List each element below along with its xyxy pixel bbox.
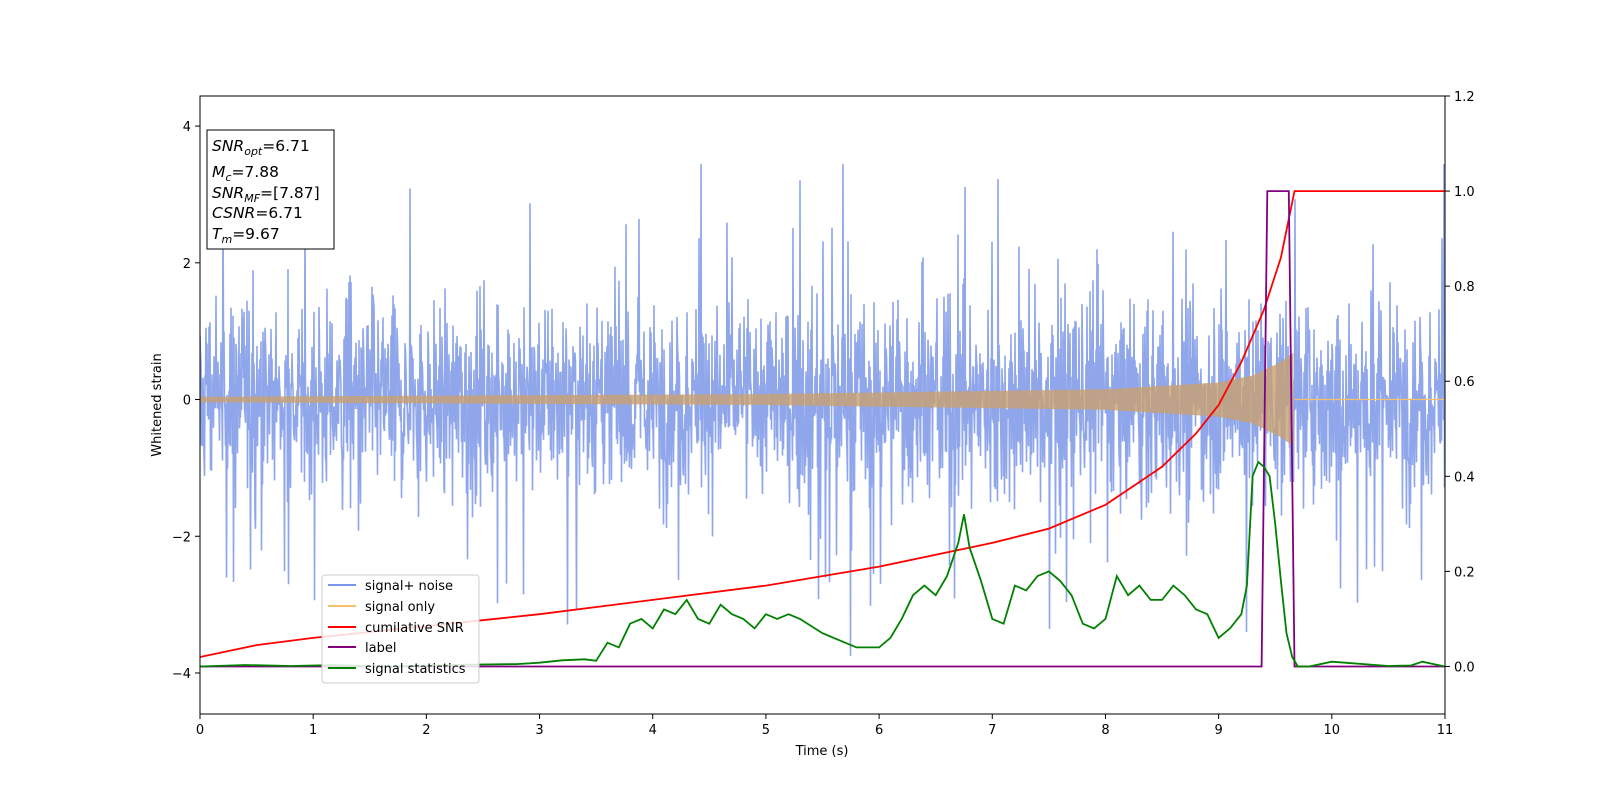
x-tick-label: 8 bbox=[1101, 723, 1109, 738]
x-tick-label: 0 bbox=[196, 723, 204, 738]
series-area-signal-only bbox=[200, 352, 1294, 447]
y-right-tick-label: 0.6 bbox=[1454, 375, 1475, 390]
y-right-tick-label: 0.2 bbox=[1454, 565, 1475, 580]
y-axis-left: −4 −2 0 2 4 bbox=[172, 120, 200, 682]
annotation-tm: Tm=9.67 bbox=[212, 225, 280, 246]
x-tick-label: 6 bbox=[875, 723, 883, 738]
annotation-snr-mf: SNRMF=[7.87] bbox=[212, 184, 320, 205]
series-line-label bbox=[200, 190, 1445, 668]
legend: signal+ noise signal only cumilative SNR… bbox=[321, 574, 480, 684]
x-tick-label: 4 bbox=[649, 723, 657, 738]
x-tick-label: 2 bbox=[422, 723, 430, 738]
y-axis-right: 0.0 0.2 0.4 0.6 0.8 1.0 1.2 bbox=[1445, 90, 1475, 675]
x-tick-label: 9 bbox=[1214, 723, 1222, 738]
x-tick-label: 11 bbox=[1437, 723, 1454, 738]
legend-label-signal-statistics: signal statistics bbox=[365, 662, 466, 677]
y-right-tick-label: 1.2 bbox=[1454, 90, 1475, 105]
x-tick-label: 3 bbox=[535, 723, 543, 738]
y-right-tick-label: 1.0 bbox=[1454, 185, 1475, 200]
legend-label-label: label bbox=[365, 641, 396, 656]
annotation-csnr: CSNR=6.71 bbox=[212, 204, 303, 222]
y-left-tick-label: −4 bbox=[172, 667, 191, 682]
plot-frame bbox=[199, 95, 1446, 715]
x-tick-label: 7 bbox=[988, 723, 996, 738]
series-line-signal-noise bbox=[200, 163, 1445, 656]
y-right-tick-label: 0.0 bbox=[1454, 660, 1475, 675]
y-axis-label: Whitened strain bbox=[150, 353, 165, 456]
y-left-tick-label: 0 bbox=[183, 394, 191, 409]
y-right-tick-label: 0.4 bbox=[1454, 470, 1475, 485]
x-axis-label: Time (s) bbox=[795, 744, 849, 759]
y-right-tick-label: 0.8 bbox=[1454, 280, 1475, 295]
legend-label-signal-noise: signal+ noise bbox=[365, 579, 453, 594]
annotation-box: SNRopt=6.71 Mc=7.88 SNRMF=[7.87] CSNR=6.… bbox=[206, 129, 335, 250]
x-tick-label: 10 bbox=[1324, 723, 1341, 738]
y-left-tick-label: −2 bbox=[172, 530, 191, 545]
annotation-snr-opt: SNRopt=6.71 bbox=[212, 137, 310, 158]
x-tick-label: 5 bbox=[762, 723, 770, 738]
x-tick-label: 1 bbox=[309, 723, 317, 738]
legend-label-cumulative-snr: cumilative SNR bbox=[365, 621, 464, 636]
y-left-tick-label: 2 bbox=[183, 257, 191, 272]
annotation-mc: Mc=7.88 bbox=[212, 163, 279, 184]
x-axis: 0 1 2 3 4 5 6 7 8 9 10 11 bbox=[196, 714, 1453, 738]
legend-label-signal-only: signal only bbox=[365, 600, 435, 615]
y-left-tick-label: 4 bbox=[183, 120, 191, 135]
series-line-signal-statistics bbox=[200, 460, 1445, 668]
